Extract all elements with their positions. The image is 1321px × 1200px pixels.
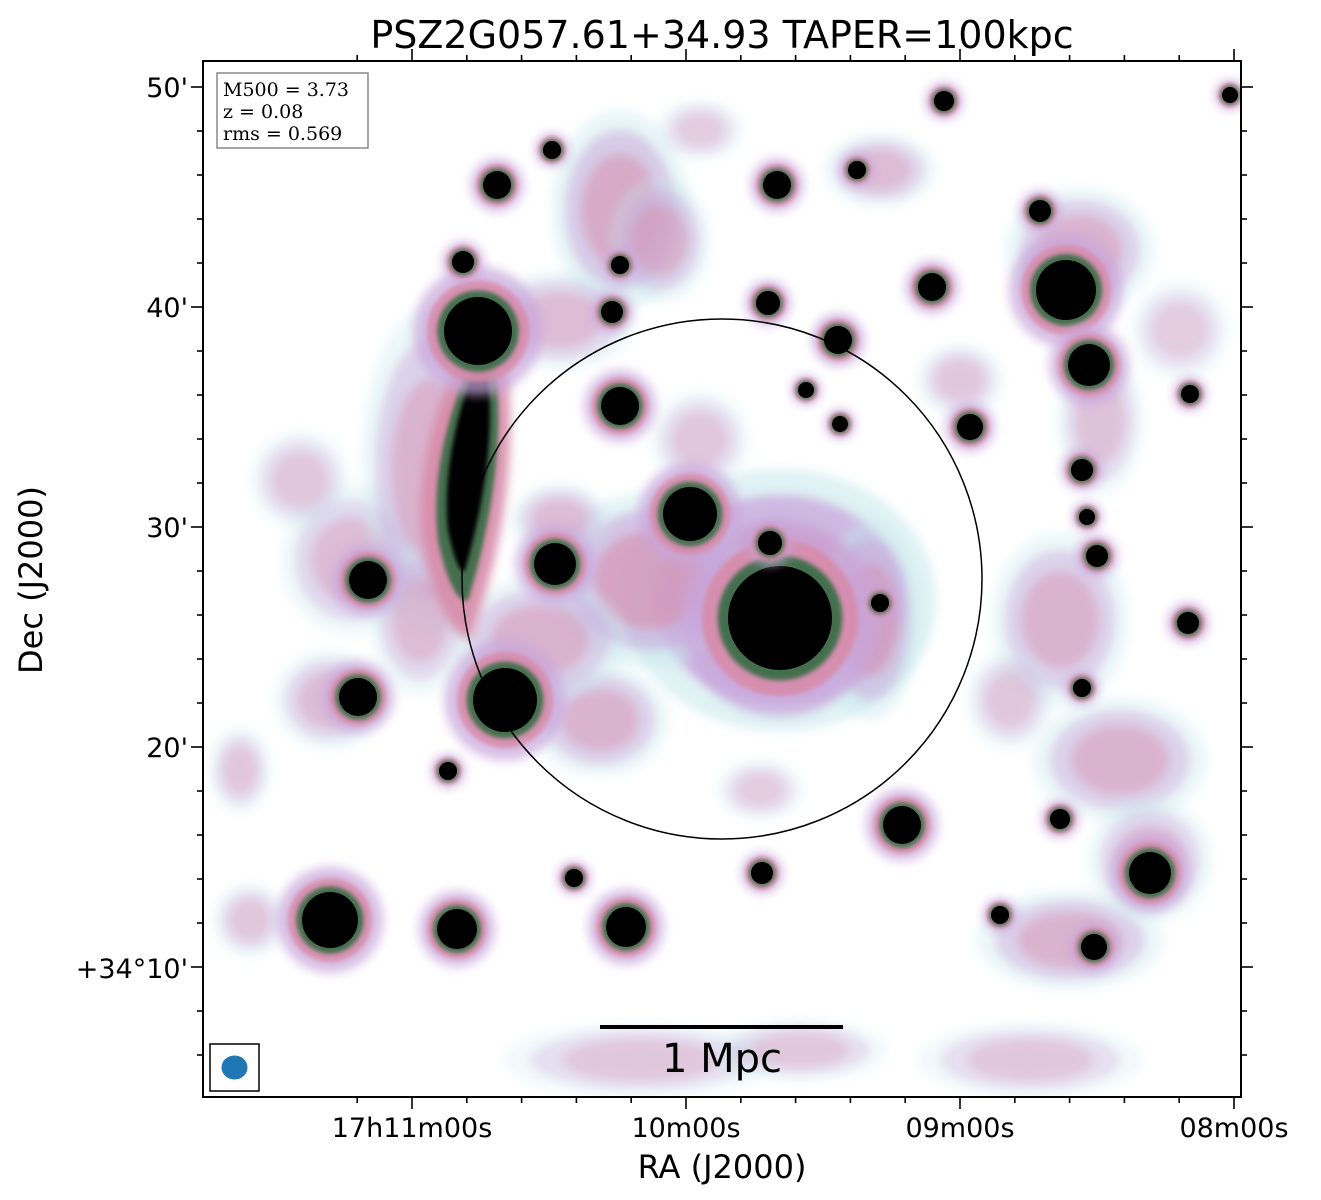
radio-source bbox=[1073, 679, 1091, 697]
radio-source bbox=[601, 301, 623, 323]
radio-source bbox=[349, 561, 387, 599]
info-redshift: z = 0.08 bbox=[223, 101, 303, 123]
radio-source bbox=[534, 543, 576, 585]
diffuse-core bbox=[1071, 725, 1169, 795]
beam-box bbox=[209, 1043, 260, 1092]
diffuse-core bbox=[272, 452, 328, 508]
radio-source bbox=[1222, 87, 1238, 103]
radio-source bbox=[824, 326, 852, 354]
radio-source bbox=[452, 251, 474, 273]
info-rms: rms = 0.569 bbox=[223, 123, 342, 145]
radio-source bbox=[763, 171, 791, 199]
scale-bar: 1 Mpc bbox=[600, 1025, 843, 1082]
radio-source bbox=[918, 273, 946, 301]
radio-source bbox=[444, 297, 512, 365]
diffuse-core bbox=[632, 205, 688, 275]
radio-source bbox=[473, 668, 537, 732]
radio-source bbox=[871, 594, 889, 612]
radio-source bbox=[483, 171, 511, 199]
diffuse-core bbox=[985, 672, 1035, 728]
radio-source bbox=[728, 566, 832, 670]
tail-core bbox=[446, 350, 490, 572]
radio-source bbox=[1181, 385, 1199, 403]
plot-frame bbox=[202, 60, 1242, 1098]
info-m500: M500 = 3.73 bbox=[223, 79, 349, 101]
radio-source bbox=[1068, 344, 1110, 386]
chart-title: PSZ2G057.61+34.93 TAPER=100kpc bbox=[370, 13, 1073, 57]
radio-source bbox=[1177, 612, 1199, 634]
y-tick-label: 40' bbox=[146, 293, 188, 324]
x-tick-label: 17h11m00s bbox=[332, 1113, 493, 1144]
diffuse-core bbox=[229, 899, 271, 941]
radio-source bbox=[798, 382, 814, 398]
emission-layer bbox=[208, 79, 1241, 1097]
radio-source bbox=[991, 906, 1009, 924]
radio-source bbox=[751, 862, 773, 884]
diffuse-core bbox=[672, 412, 728, 468]
radio-source bbox=[1050, 809, 1070, 829]
y-tick-label: 50' bbox=[146, 73, 188, 104]
radio-source bbox=[832, 416, 848, 432]
x-axis-label: RA (J2000) bbox=[638, 1148, 807, 1186]
radio-source bbox=[439, 762, 457, 780]
radio-source bbox=[957, 414, 983, 440]
radio-source bbox=[663, 487, 717, 541]
y-tick-label: 30' bbox=[146, 513, 188, 544]
radio-source bbox=[1071, 459, 1093, 481]
info-box: M500 = 3.73 z = 0.08 rms = 0.569 bbox=[216, 72, 369, 149]
y-tick-labels: 50' 40' 30' 20' +34°10' bbox=[76, 73, 188, 985]
radio-source bbox=[1129, 852, 1171, 894]
scale-bar-label: 1 Mpc bbox=[662, 1036, 782, 1082]
y-tick-label: +34°10' bbox=[76, 954, 188, 985]
radio-source bbox=[758, 531, 782, 555]
beam-ellipse bbox=[221, 1055, 248, 1080]
radio-source bbox=[543, 141, 561, 159]
diffuse-core bbox=[222, 745, 258, 795]
radio-source bbox=[883, 806, 921, 844]
x-tick-label: 08m00s bbox=[1179, 1113, 1288, 1144]
diffuse-core bbox=[735, 772, 785, 808]
radio-map bbox=[203, 61, 1241, 1097]
radio-source bbox=[934, 91, 954, 111]
radio-source bbox=[1086, 545, 1108, 567]
radio-source bbox=[606, 907, 646, 947]
radio-source bbox=[339, 678, 377, 716]
r500-circle bbox=[461, 318, 983, 840]
diffuse-core bbox=[967, 1039, 1093, 1081]
diffuse-core bbox=[675, 112, 725, 148]
y-axis-label: Dec (J2000) bbox=[12, 486, 50, 674]
radio-source bbox=[756, 291, 780, 315]
x-tick-labels: 17h11m00s 10m00s 09m00s 08m00s bbox=[332, 1113, 1289, 1144]
y-tick-label: 20' bbox=[146, 733, 188, 764]
diffuse-core bbox=[563, 1039, 717, 1081]
diffuse-core bbox=[1152, 302, 1208, 358]
diffuse-core bbox=[751, 1032, 849, 1068]
radio-source bbox=[302, 892, 358, 948]
radio-source bbox=[1029, 200, 1051, 222]
diffuse-core bbox=[1021, 571, 1099, 669]
diffuse-core bbox=[392, 578, 448, 662]
x-tick-label: 10m00s bbox=[631, 1113, 740, 1144]
diffuse-core bbox=[935, 359, 985, 401]
radio-source bbox=[611, 256, 629, 274]
radio-source bbox=[1081, 934, 1107, 960]
axis-ticks bbox=[191, 49, 1253, 1109]
radio-source bbox=[437, 909, 477, 949]
radio-source bbox=[848, 161, 866, 179]
radio-source bbox=[601, 387, 639, 425]
radio-source bbox=[1036, 260, 1096, 320]
x-tick-label: 09m00s bbox=[905, 1113, 1014, 1144]
diffuse-core bbox=[561, 688, 639, 752]
radio-source bbox=[565, 869, 583, 887]
radio-source bbox=[1079, 509, 1095, 525]
